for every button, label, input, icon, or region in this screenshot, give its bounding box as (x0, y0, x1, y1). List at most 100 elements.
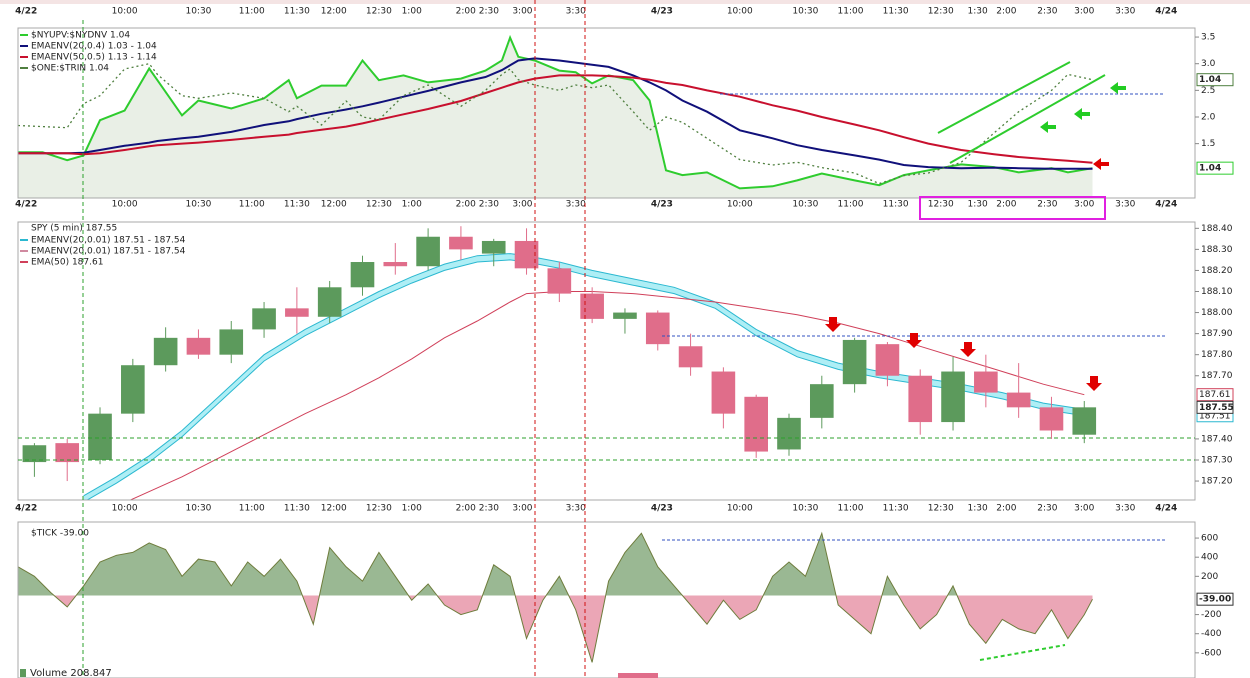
candle-body (1072, 407, 1097, 435)
x-tick-label: 11:30 (284, 7, 310, 17)
x-tick-label: 3:00 (512, 200, 532, 210)
candle-body (481, 240, 506, 254)
x-tick-label: 4/24 (1155, 200, 1177, 210)
arrow (825, 317, 841, 332)
y-tick-label: 1.5 (1201, 139, 1215, 149)
x-tick-label: 3:00 (1074, 7, 1094, 17)
y-tick-label: 187.90 (1201, 329, 1233, 339)
legend-icon (20, 669, 26, 677)
volume-bar (618, 673, 658, 678)
value-label: -39.00 (1199, 595, 1231, 605)
axis: 4/22 10:00 10:30 11:00 11:30 12:00 12:30 1:00 2:… (15, 200, 1234, 501)
legend-label: EMAENV(20,0.4) 1.03 - 1.04 (31, 42, 157, 52)
y-tick-label: 188.20 (1201, 266, 1233, 276)
candle-body (55, 443, 80, 463)
x-tick-label: 3:30 (1115, 504, 1135, 514)
arrow (1093, 158, 1109, 170)
x-tick-label: 2:00 (996, 504, 1016, 514)
x-tick-label: 12:30 (928, 504, 954, 514)
legend-label: EMAENV(20,0.01) 187.51 - 187.54 (31, 247, 186, 257)
x-tick-label: 12:00 (321, 504, 347, 514)
y-tick-label: 600 (1201, 534, 1218, 544)
value-box (1196, 161, 1234, 175)
x-tick-label: 11:00 (239, 504, 265, 514)
y-tick-label: 200 (1201, 572, 1218, 582)
x-tick-label: 3:00 (512, 504, 532, 514)
panel-title: Volume 208.847 (30, 668, 112, 678)
x-tick-label: 10:00 (112, 200, 138, 210)
x-tick-label: 11:30 (883, 504, 909, 514)
x-tick-label: 4/22 (15, 504, 37, 514)
x-tick-label: 10:30 (185, 504, 211, 514)
y-tick-label: 187.40 (1201, 434, 1233, 444)
value-box (1196, 592, 1234, 606)
x-tick-label: 10:00 (112, 7, 138, 17)
x-tick-label: 3:00 (512, 7, 532, 17)
x-tick-label: 4/23 (651, 7, 673, 17)
x-tick-label: 11:30 (883, 7, 909, 17)
line (18, 34, 1093, 190)
candle-body (809, 384, 834, 418)
arrow (906, 333, 922, 348)
plot-area (22, 226, 1097, 500)
y-tick-label: 2.5 (1201, 86, 1215, 96)
negative-area (18, 595, 1093, 663)
legend-label: EMAENV(20,0.01) 187.51 - 187.54 (31, 236, 186, 246)
y-tick-label: 400 (1201, 553, 1218, 563)
candle-body (383, 262, 408, 267)
y-tick-label: -600 (1201, 648, 1222, 658)
y-tick-label: -400 (1201, 629, 1222, 639)
x-tick-label: 12:00 (321, 7, 347, 17)
candle-body (285, 308, 309, 317)
line (129, 291, 1085, 500)
x-tick-label: 11:30 (284, 504, 310, 514)
axis: 4/22 10:00 10:30 11:00 11:30 12:00 12:30 1:00 2:… (15, 504, 1234, 678)
x-tick-label: 10:00 (112, 504, 138, 514)
x-tick-label: 2:00 (996, 7, 1016, 17)
line (18, 531, 1093, 663)
x-tick-label: 4/24 (1155, 7, 1177, 17)
x-tick-label: 2:00 (996, 200, 1016, 210)
x-tick-label: 12:00 (321, 200, 347, 210)
y-tick-label: 3.0 (1201, 59, 1216, 69)
plot-area (18, 34, 1093, 198)
x-tick-label: 3:00 (1074, 200, 1094, 210)
arrow (1040, 121, 1056, 133)
value-box (1196, 388, 1234, 402)
candle-body (580, 293, 604, 319)
value-label: 187.61 (1199, 390, 1231, 400)
y-tick-label: 2.0 (1201, 112, 1216, 122)
x-tick-label: 3:30 (1115, 200, 1135, 210)
legend-label: $ONE:$TRIN 1.04 (31, 64, 109, 74)
candle-body (875, 344, 900, 376)
x-tick-label: 11:00 (838, 200, 864, 210)
candle-body (908, 375, 933, 423)
x-tick-label: 2:00 2:30 (456, 200, 500, 210)
value-label: 187.55 (1199, 403, 1234, 413)
legend-label: EMA(50) 187.61 (31, 258, 103, 268)
y-tick-label: 3.5 (1201, 33, 1215, 43)
candle-body (974, 371, 998, 393)
candle-body (350, 262, 375, 288)
candle-body (547, 268, 572, 294)
area (18, 533, 958, 596)
x-tick-label: 11:00 (239, 200, 265, 210)
x-tick-label: 10:30 (792, 200, 818, 210)
x-tick-label: 11:00 (239, 7, 265, 17)
panel-title: SPY (5 min) 187.55 (31, 224, 117, 234)
x-tick-label: 10:30 (792, 504, 818, 514)
legend-label: $NYUPV:$NYDNV 1.04 (31, 31, 130, 41)
x-tick-label: 10:30 (185, 7, 211, 17)
arrow (1086, 376, 1102, 391)
trend-line (937, 61, 1071, 134)
x-tick-label: 3:30 (566, 504, 586, 514)
x-tick-label: 4/22 (15, 200, 37, 210)
arrow (1110, 82, 1126, 94)
line (18, 74, 1093, 164)
x-tick-label: 3:30 (566, 200, 586, 210)
candle-body (514, 240, 539, 269)
area (18, 37, 1093, 198)
x-tick-label: 3:00 (1074, 504, 1094, 514)
y-tick-label: 187.20 (1201, 477, 1233, 487)
x-tick-label: 10:30 (185, 200, 211, 210)
